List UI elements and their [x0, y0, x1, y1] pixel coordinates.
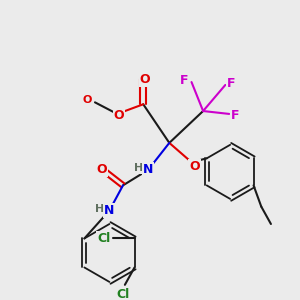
Text: F: F: [231, 110, 239, 122]
Text: O: O: [140, 73, 151, 86]
Text: O: O: [114, 110, 124, 122]
Text: Cl: Cl: [116, 288, 130, 300]
Text: H: H: [95, 203, 104, 214]
Text: F: F: [227, 76, 236, 89]
Text: N: N: [104, 204, 115, 217]
Text: O: O: [96, 164, 107, 176]
Text: F: F: [179, 74, 188, 87]
Text: O: O: [189, 160, 200, 172]
Text: H: H: [134, 163, 143, 173]
Text: N: N: [143, 164, 153, 176]
Text: O: O: [82, 95, 92, 105]
Text: Cl: Cl: [97, 232, 110, 245]
